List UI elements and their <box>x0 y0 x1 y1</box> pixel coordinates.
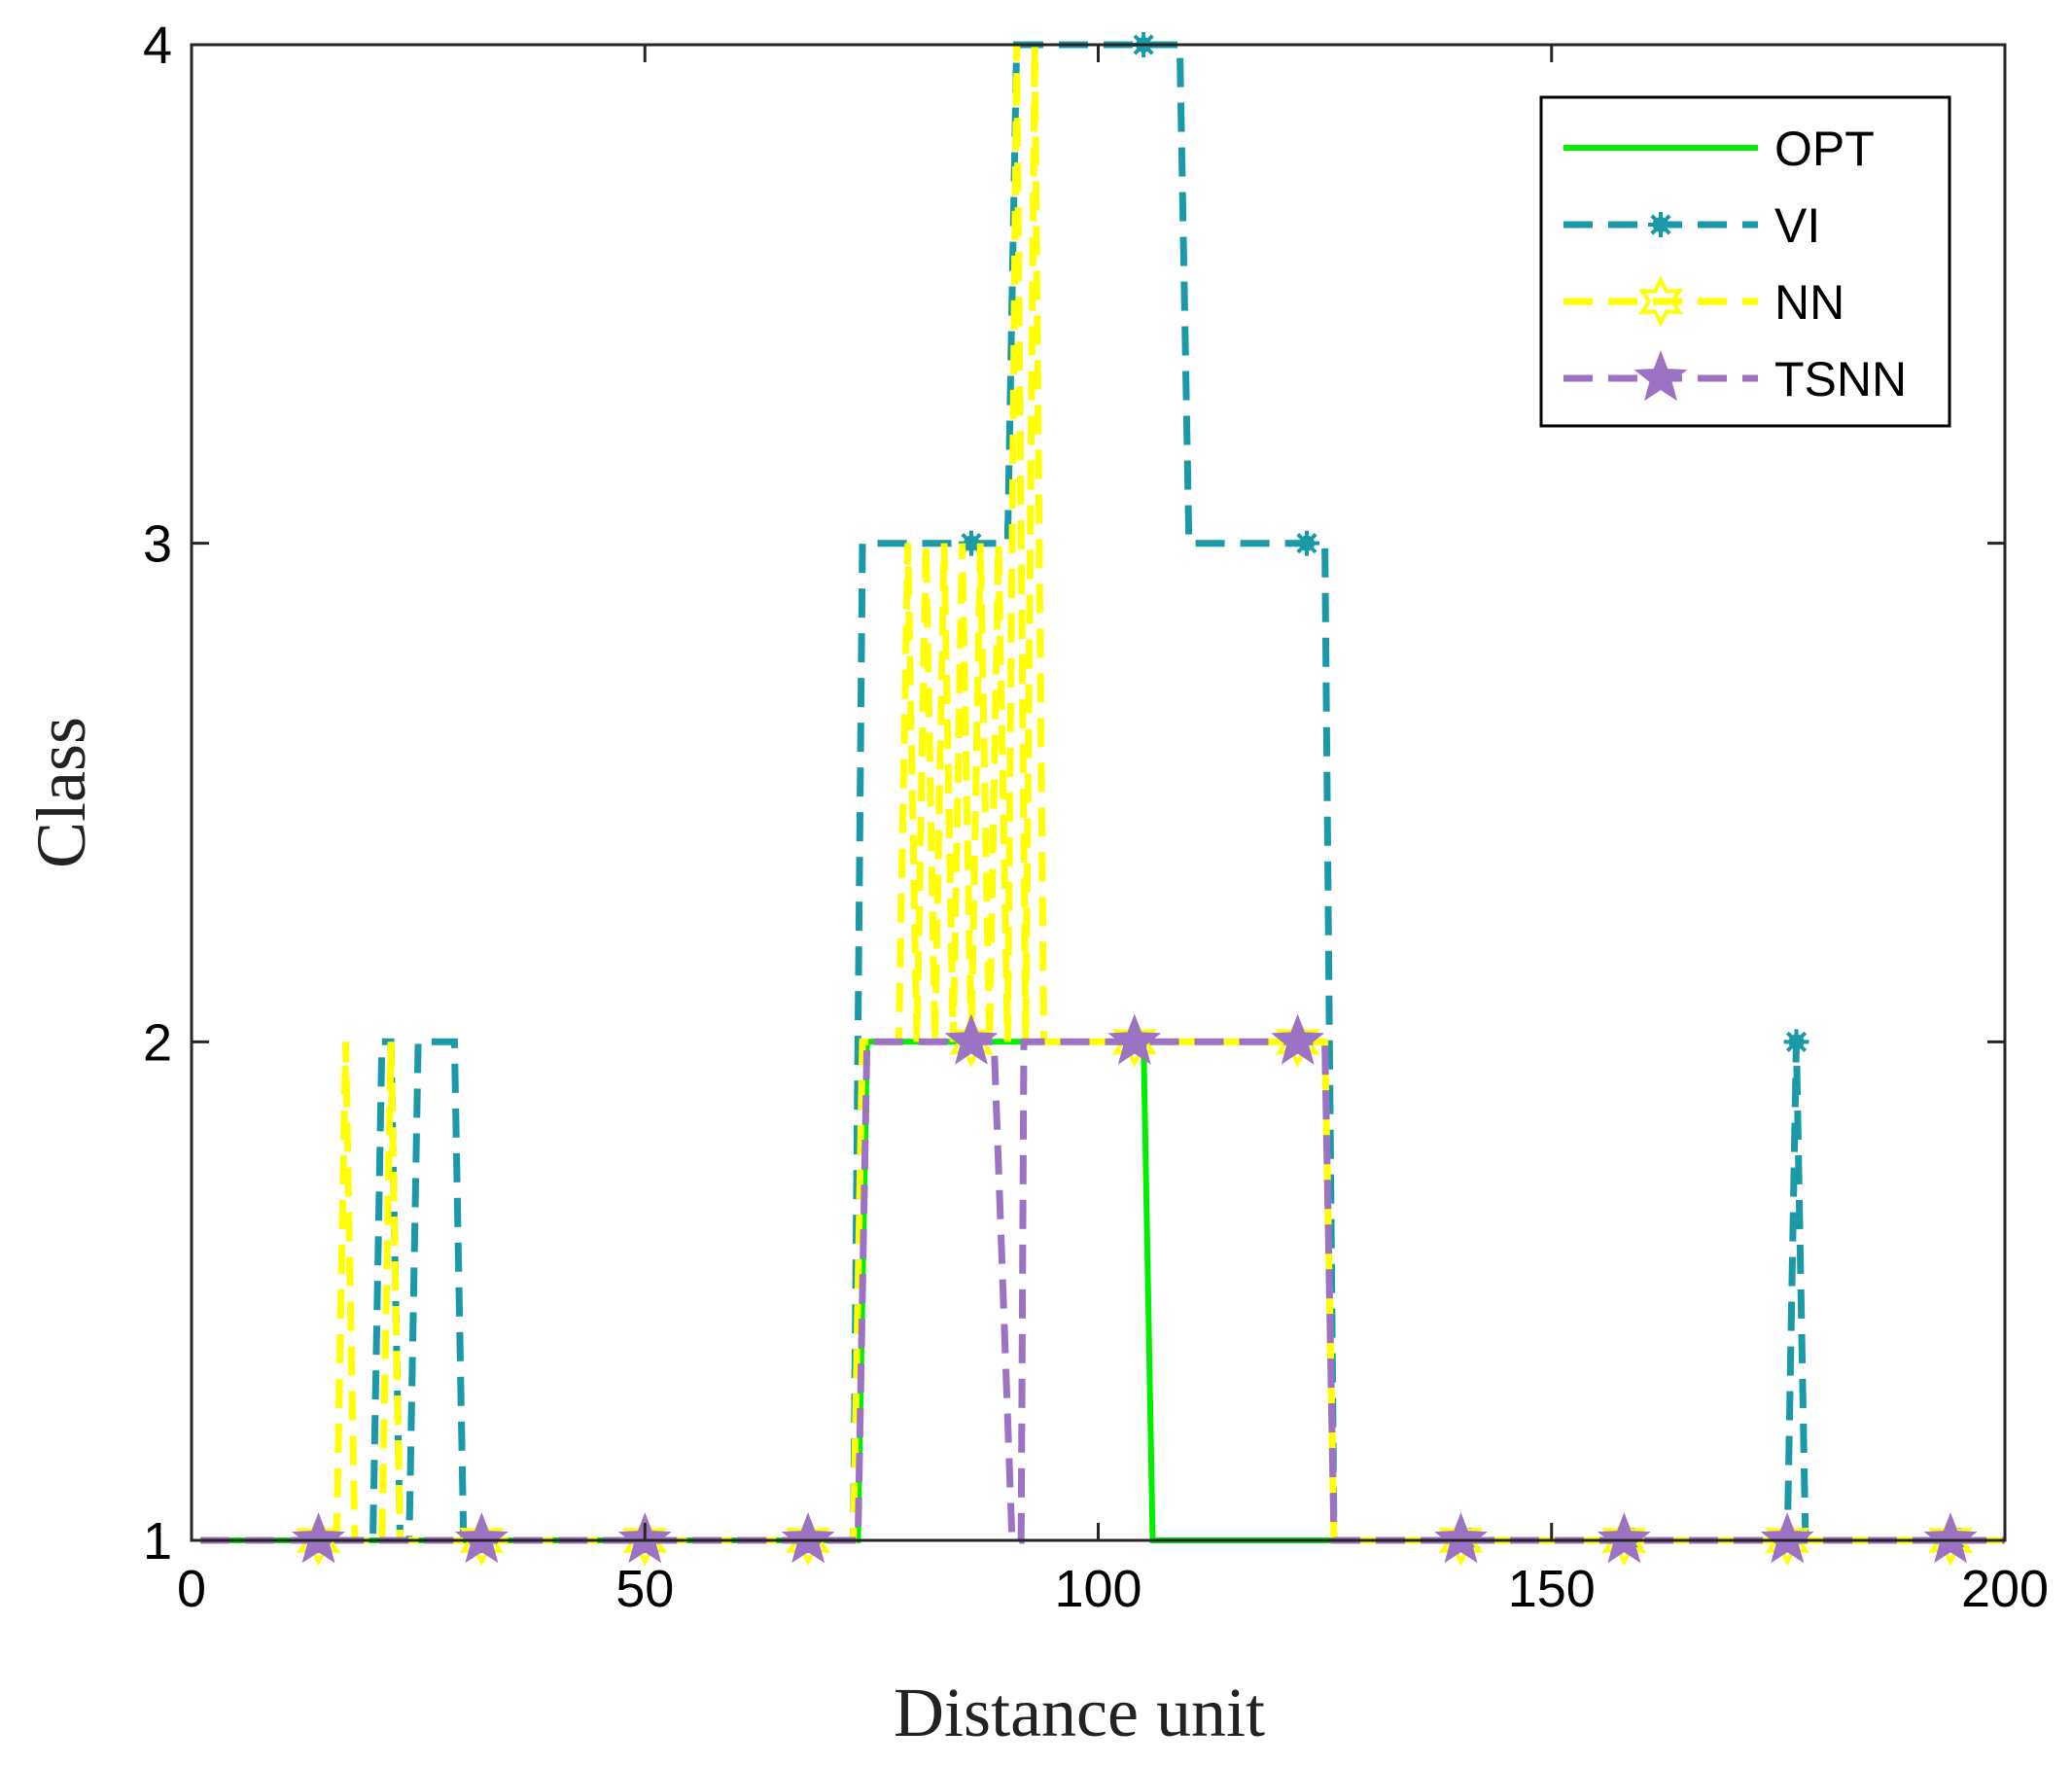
x-tick-label: 200 <box>1961 1560 2049 1618</box>
marker-nn-10 <box>1928 1514 1973 1567</box>
marker-tsnn-1 <box>455 1512 509 1564</box>
legend: OPT VI NN TSNN <box>1539 95 1951 428</box>
series-line-nn <box>200 44 2005 1544</box>
legend-label: NN <box>1774 275 1844 330</box>
y-tick-label: 1 <box>143 1512 172 1571</box>
y-axis-title: Class <box>22 717 100 868</box>
marker-nn-6 <box>1275 1015 1320 1068</box>
legend-item-tsnn: TSNN <box>1563 350 1907 406</box>
legend-label: VI <box>1774 198 1820 253</box>
legend-marker <box>1638 275 1683 328</box>
marker-tsnn-3 <box>781 1512 835 1564</box>
ticks-layer: 0 50 100 150 200 1 2 3 4 <box>143 17 2049 1618</box>
marker-nn-9 <box>1765 1514 1810 1567</box>
marker-tsnn-0 <box>292 1512 345 1564</box>
marker-nn-8 <box>1601 1514 1647 1567</box>
legend-item-opt: OPT <box>1563 122 1875 176</box>
marker-nn-0 <box>296 1514 341 1567</box>
legend-marker <box>1648 212 1673 237</box>
marker-nn-1 <box>459 1514 505 1567</box>
x-tick-label: 150 <box>1508 1560 1596 1618</box>
legend-box <box>1539 95 1951 428</box>
marker-tsnn-8 <box>1597 1512 1651 1564</box>
x-tick-label: 50 <box>615 1560 674 1618</box>
y-tick-label: 4 <box>143 17 172 75</box>
marker-tsnn-5 <box>1107 1013 1162 1065</box>
legend-item-vi: VI <box>1563 198 1820 253</box>
x-axis-title: Distance unit <box>894 1674 1265 1751</box>
marker-nn-5 <box>1111 1015 1157 1068</box>
marker-nn-3 <box>786 1514 830 1567</box>
marker-nn-4 <box>949 1015 994 1068</box>
series-line-tsnn <box>200 1038 2005 1544</box>
marker-tsnn-4 <box>944 1013 999 1065</box>
x-tick-label: 0 <box>177 1560 206 1618</box>
legend-label: OPT <box>1774 122 1875 176</box>
marker-tsnn-6 <box>1271 1013 1325 1065</box>
marker-tsnn-7 <box>1434 1512 1488 1564</box>
legend-item-nn: NN <box>1563 275 1844 330</box>
y-tick-label: 2 <box>143 1013 172 1072</box>
marker-tsnn-10 <box>1923 1512 1978 1564</box>
legend-marker <box>1633 350 1688 402</box>
marker-nn-7 <box>1438 1514 1484 1567</box>
series-nn <box>200 44 2005 1567</box>
marker-tsnn-9 <box>1760 1512 1814 1564</box>
marker-nn-2 <box>622 1514 668 1567</box>
legend-label: TSNN <box>1774 352 1907 406</box>
y-tick-label: 3 <box>143 515 172 574</box>
x-tick-label: 100 <box>1054 1560 1141 1618</box>
marker-vi-6 <box>1293 530 1319 556</box>
marker-vi-9 <box>1783 1029 1809 1055</box>
